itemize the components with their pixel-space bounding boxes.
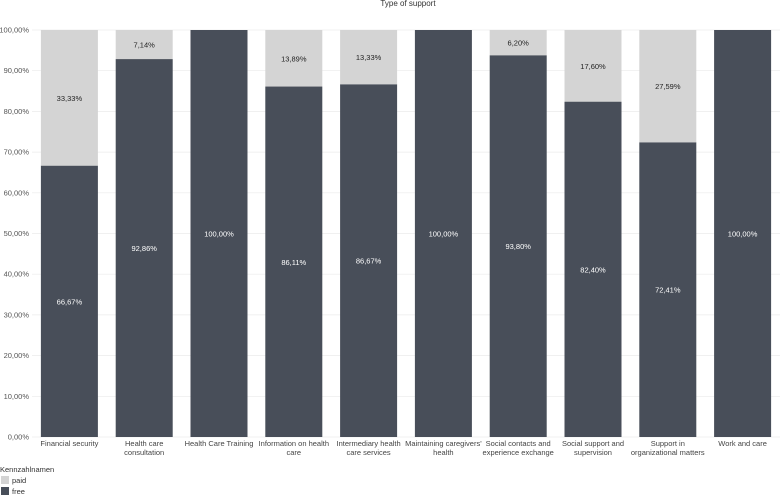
x-tick-label: care: [287, 448, 302, 457]
legend-title: Kennzahlnamen: [0, 465, 54, 474]
bar-free: [564, 101, 622, 438]
bar-free: [639, 142, 697, 437]
data-label-free: 100,00%: [728, 230, 758, 239]
x-tick-label: consultation: [124, 448, 164, 457]
bar-free: [115, 59, 173, 437]
x-tick-label: Maintaining caregivers': [405, 439, 482, 448]
data-label-free: 93,80%: [505, 242, 531, 251]
y-tick-label: 40,00%: [4, 270, 30, 279]
data-label-paid: 13,89%: [281, 54, 307, 63]
bar-paid: [115, 30, 173, 60]
bar-paid: [265, 30, 323, 87]
data-label-free: 92,86%: [131, 244, 157, 253]
bar-paid: [489, 30, 547, 56]
bar-paid: [564, 30, 622, 102]
data-label-free: 66,67%: [57, 297, 83, 306]
bar-paid: [639, 30, 697, 143]
bar-free: [40, 165, 98, 437]
bar-free: [340, 84, 398, 437]
y-tick-label: 30,00%: [4, 310, 30, 319]
y-tick-label: 90,00%: [4, 66, 30, 75]
data-label-free: 100,00%: [204, 230, 234, 239]
data-label-free: 100,00%: [429, 230, 459, 239]
data-label-paid: 33,33%: [57, 94, 83, 103]
chart-title: Type of support: [380, 0, 436, 8]
data-label-paid: 7,14%: [134, 41, 156, 50]
legend: Kennzahlnamen paid free: [0, 465, 54, 496]
bar-free: [265, 86, 323, 438]
bar-paid: [340, 30, 398, 85]
y-tick-label: 100,00%: [0, 26, 29, 35]
x-tick-label: Social support and: [562, 439, 624, 448]
y-tick-label: 0,00%: [8, 433, 30, 442]
bar-free: [414, 30, 472, 437]
y-tick-label: 70,00%: [4, 148, 30, 157]
bar-paid: [40, 30, 98, 166]
y-tick-label: 80,00%: [4, 107, 30, 116]
data-label-free: 86,11%: [281, 258, 306, 267]
y-tick-label: 50,00%: [4, 229, 30, 238]
legend-swatch-paid: [1, 476, 9, 484]
x-tick-label: Social contacts and: [486, 439, 551, 448]
bar-free: [489, 55, 547, 437]
data-label-free: 82,40%: [580, 265, 606, 274]
y-tick-label: 10,00%: [4, 392, 30, 401]
x-tick-label: health: [433, 448, 453, 457]
y-axis: 0,00% 10,00% 20,00% 30,00% 40,00% 50,00% 60,00…: [0, 26, 29, 442]
data-label-paid: 13,33%: [356, 53, 382, 62]
x-tick-label: Health care: [125, 439, 163, 448]
x-tick-label: Intermediary health: [336, 439, 400, 448]
x-axis: Financial security Health careconsultatio…: [40, 439, 766, 457]
x-tick-label: supervision: [574, 448, 612, 457]
legend-swatch-free: [1, 487, 9, 495]
bar-free: [190, 30, 248, 437]
x-tick-label: Work and care: [718, 439, 767, 448]
x-tick-label: Financial security: [40, 439, 98, 448]
y-tick-label: 20,00%: [4, 351, 30, 360]
data-label-paid: 27,59%: [655, 82, 681, 91]
x-tick-label: Support in: [651, 439, 685, 448]
y-tick-label: 60,00%: [4, 188, 30, 197]
bar-free: [714, 30, 772, 437]
legend-label-paid: paid: [12, 476, 26, 485]
x-tick-label: Information on health: [259, 439, 329, 448]
data-label-free: 86,67%: [356, 257, 382, 266]
data-label-free: 72,41%: [655, 286, 681, 295]
x-tick-label: care services: [347, 448, 391, 457]
x-tick-label: organizational matters: [631, 448, 705, 457]
bars: 66,67% 33,33% 92,86% 7,14% 100,00% 86,11% 13,8…: [40, 30, 772, 438]
x-tick-label: Health Care Training: [185, 439, 254, 448]
x-tick-label: experience exchange: [483, 448, 554, 457]
data-label-paid: 6,20%: [508, 39, 530, 48]
legend-label-free: free: [12, 487, 25, 496]
data-label-paid: 17,60%: [580, 62, 606, 71]
